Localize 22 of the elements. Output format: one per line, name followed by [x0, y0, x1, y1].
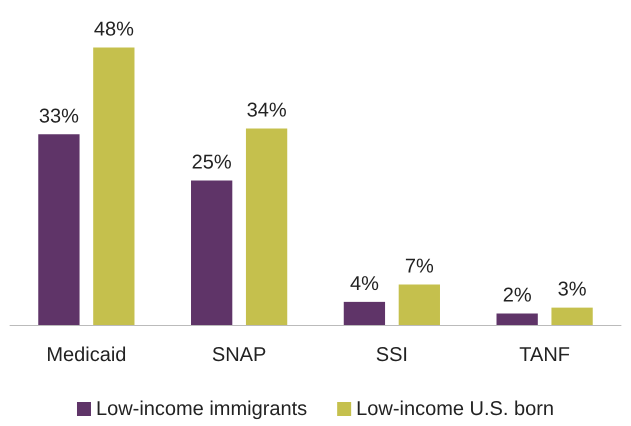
- bar: [344, 302, 386, 325]
- bar: [246, 128, 288, 325]
- bar: [551, 308, 593, 325]
- data-label: 25%: [192, 152, 232, 174]
- data-label: 2%: [502, 284, 532, 306]
- bar: [398, 284, 440, 325]
- legend-label: Low-income U.S. born: [356, 398, 554, 420]
- data-label: 33%: [38, 105, 80, 128]
- x-tick-label: Medicaid: [46, 344, 126, 366]
- x-tick-label: SSI: [376, 344, 408, 366]
- legend-label: Low-income immigrants: [96, 398, 308, 420]
- x-tick-label: TANF: [519, 344, 570, 366]
- data-label: 34%: [246, 99, 287, 122]
- bar: [93, 48, 134, 325]
- data-label: 3%: [558, 278, 587, 301]
- bar: [496, 313, 538, 325]
- data-label: 48%: [94, 18, 134, 41]
- x-tick-label: SNAP: [212, 344, 266, 366]
- bar: [38, 134, 80, 325]
- data-label: 7%: [404, 256, 434, 278]
- bar: [191, 180, 232, 325]
- data-label: 4%: [350, 272, 380, 295]
